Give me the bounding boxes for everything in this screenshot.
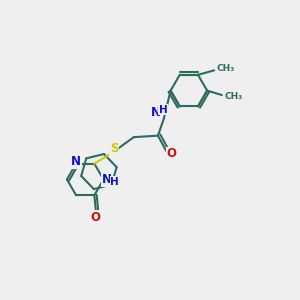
Text: S: S — [110, 142, 118, 155]
Text: O: O — [167, 147, 176, 161]
Text: N: N — [151, 106, 160, 118]
Text: N: N — [102, 173, 112, 186]
Text: H: H — [159, 105, 168, 115]
Text: O: O — [91, 211, 101, 224]
Text: N: N — [71, 155, 81, 168]
Text: CH₃: CH₃ — [217, 64, 235, 74]
Text: CH₃: CH₃ — [224, 92, 242, 101]
Text: H: H — [110, 177, 119, 187]
